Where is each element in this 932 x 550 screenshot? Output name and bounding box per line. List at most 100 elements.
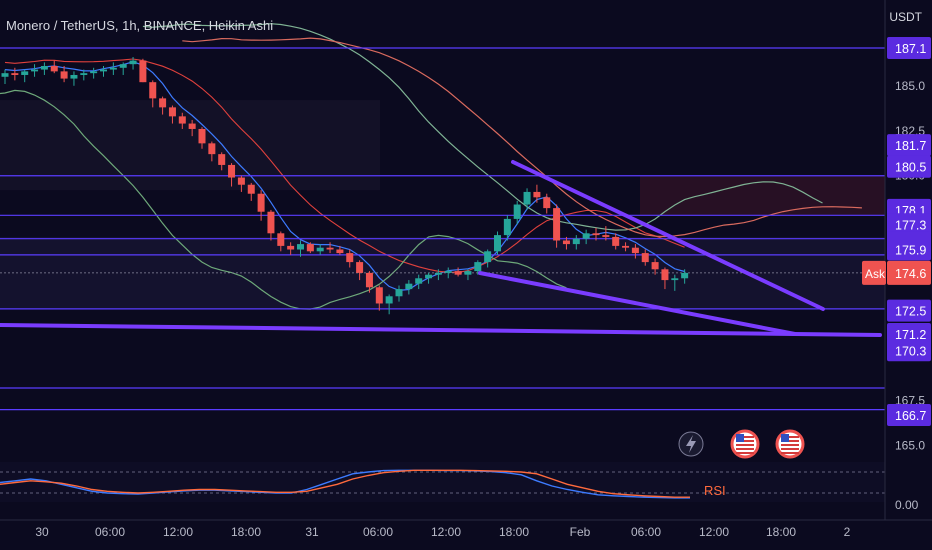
x-tick-label: 31: [305, 525, 319, 539]
candle-body: [287, 245, 295, 250]
candle-body: [139, 60, 147, 83]
flag-stripe: [781, 440, 799, 442]
wedge-upper-trendline: [511, 160, 825, 311]
candle-body: [681, 272, 689, 279]
price-label-box: [887, 134, 931, 157]
price-label: 187.1: [895, 42, 926, 56]
candle-body: [149, 82, 157, 99]
candle-body: [474, 262, 482, 272]
price-label: 172.5: [895, 305, 926, 319]
candle-body: [444, 271, 452, 273]
x-tick-label: 30: [35, 525, 49, 539]
candle-body: [100, 69, 107, 72]
candle-body: [218, 154, 226, 165]
candle-body: [572, 238, 580, 245]
candle-body: [425, 274, 433, 279]
candle-body: [631, 247, 639, 254]
price-label: 180.5: [895, 161, 926, 175]
x-tick-label: 12:00: [699, 525, 729, 539]
price-label: 175.9: [895, 243, 926, 257]
candle-body: [247, 184, 255, 194]
flag-stripe: [781, 436, 799, 438]
candle-body: [375, 287, 383, 304]
price-label-box: [887, 299, 931, 322]
candle-body: [119, 64, 127, 68]
candle-body: [513, 204, 521, 219]
candle-body: [60, 71, 68, 79]
price-label-box: [887, 339, 931, 362]
rsi-label: RSI: [704, 483, 726, 498]
chart-title: Monero / TetherUS, 1h, BINANCE, Heikin A…: [6, 18, 274, 33]
currency-unit: USDT: [889, 10, 922, 24]
candle-body: [168, 107, 176, 117]
candle-body: [503, 218, 511, 236]
candle-body: [494, 235, 501, 252]
senkou-a-line: [142, 23, 823, 231]
candle-body: [671, 278, 679, 281]
rsi-line: [0, 469, 690, 498]
candle-body: [562, 240, 570, 245]
candle-body: [464, 271, 472, 275]
kijun-line: [4, 58, 685, 273]
x-tick-label: 06:00: [363, 525, 393, 539]
candle-body: [257, 193, 265, 212]
x-tick-label: 06:00: [631, 525, 661, 539]
candle-body: [297, 244, 304, 250]
candle-body: [228, 164, 236, 178]
candle-body: [385, 296, 393, 304]
x-tick-label: 18:00: [766, 525, 796, 539]
price-label: 181.7: [895, 139, 926, 153]
candle-body: [267, 211, 275, 234]
price-label-box: [887, 404, 931, 427]
chikou-line: [0, 89, 567, 310]
candle-body: [661, 269, 669, 281]
price-label-box: [887, 155, 931, 178]
candle-body: [641, 253, 649, 263]
candle-body: [336, 249, 344, 254]
x-tick-label: 06:00: [95, 525, 125, 539]
x-tick-label: 18:00: [231, 525, 261, 539]
candle-body: [523, 191, 531, 205]
flag-stripe: [736, 452, 754, 454]
lightning-glyph: [686, 435, 696, 453]
candle-body: [188, 123, 196, 129]
candle-body: [159, 98, 167, 108]
candle-body: [612, 236, 620, 246]
wedge-lower-trendline: [478, 271, 797, 336]
candle-body: [50, 65, 58, 72]
candle-body: [592, 233, 600, 236]
price-label-box: [887, 36, 931, 59]
candle-body: [346, 253, 354, 263]
x-tick-label: 12:00: [163, 525, 193, 539]
candle-body: [109, 67, 117, 70]
candle-body: [543, 197, 551, 209]
flag-stripe: [736, 436, 754, 438]
candle-body: [454, 271, 462, 275]
candle-body: [11, 73, 19, 75]
flag-stripe: [781, 444, 799, 446]
support-trendline: [0, 323, 882, 337]
flag-stripe: [781, 452, 799, 454]
candle-body: [651, 262, 659, 270]
candle-body: [178, 116, 186, 124]
candle-body: [582, 233, 590, 239]
x-tick-label: Feb: [570, 525, 591, 539]
candle-body: [395, 289, 403, 297]
senkou-b-line: [182, 37, 862, 238]
candle-body: [208, 143, 216, 155]
candle-body: [405, 283, 413, 290]
ask-tag: Ask: [865, 267, 886, 281]
flag-canton: [781, 434, 789, 442]
us-flag-icon[interactable]: [730, 429, 760, 459]
x-tick-label: 18:00: [499, 525, 529, 539]
candle-body: [365, 272, 373, 288]
us-flag-icon[interactable]: [775, 429, 805, 459]
price-label-box: [887, 238, 931, 261]
ask-price-box: [887, 260, 931, 285]
price-label-box: [887, 213, 931, 236]
candle-body: [40, 65, 48, 70]
price-label: 171.2: [895, 328, 926, 342]
candle-body: [237, 177, 245, 185]
lightning-icon[interactable]: [678, 431, 704, 457]
